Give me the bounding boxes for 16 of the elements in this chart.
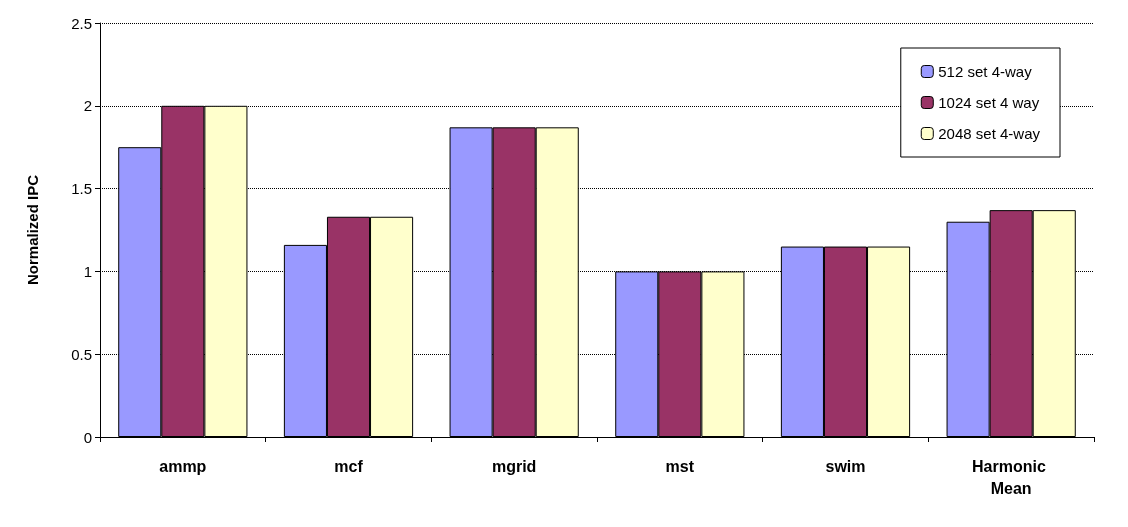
x-tick-label: Harmonic Mean xyxy=(972,457,1051,497)
y-tick-label: 0.5 xyxy=(71,345,92,363)
legend-label: 2048 set 4-way xyxy=(938,125,1041,142)
y-tick-label: 2 xyxy=(83,97,92,115)
x-tick-label: swim xyxy=(825,457,866,475)
legend-label: 1024 set 4 way xyxy=(938,94,1040,111)
y-axis-title: Normalized IPC xyxy=(24,174,41,286)
x-tick-label: mgrid xyxy=(491,457,537,475)
x-tick-label: mst xyxy=(665,457,695,475)
y-tick-label: 0 xyxy=(83,428,92,446)
x-tick-label: mcf xyxy=(334,457,364,475)
y-tick-label: 1 xyxy=(83,262,92,280)
x-tick-label: ammp xyxy=(159,457,207,475)
y-tick-label: 1.5 xyxy=(71,180,92,198)
y-tick-label: 2.5 xyxy=(71,14,92,32)
legend-label: 512 set 4-way xyxy=(938,63,1033,80)
